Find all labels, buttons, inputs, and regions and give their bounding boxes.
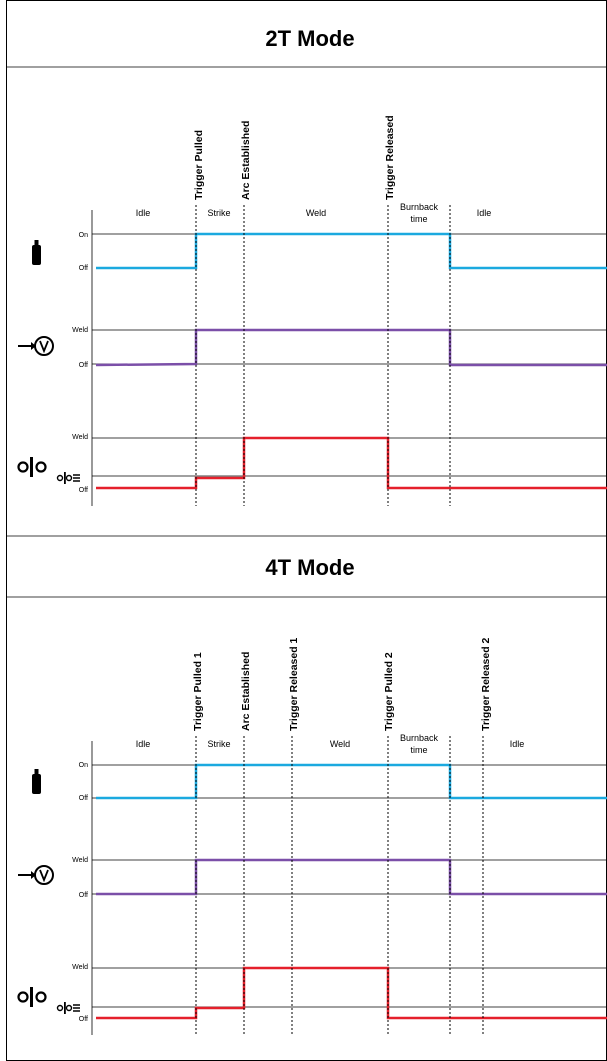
current-icon: [17, 987, 47, 1007]
event-label: Arc Established: [240, 652, 252, 731]
event-label: Arc Established: [240, 121, 252, 200]
level-label-weld: Weld: [72, 857, 88, 864]
level-label-weld: Weld: [72, 434, 88, 441]
event-label: Trigger Pulled 2: [383, 652, 395, 731]
current-signal: [96, 436, 607, 490]
diagram-2t-mode: 2T Mode Trigger Pulled Arc Established T…: [17, 26, 607, 506]
gas-signal: [96, 763, 607, 800]
level-label-weld: Weld: [72, 964, 88, 971]
event-label: Trigger Released: [384, 115, 396, 200]
state-label: Weld: [330, 739, 350, 749]
voltage-signal: [96, 858, 607, 896]
state-label: Idle: [477, 208, 492, 218]
level-label-off: Off: [79, 265, 88, 272]
state-label: Idle: [510, 739, 525, 749]
level-label-weld: Weld: [72, 327, 88, 334]
current-small-icon: [56, 472, 80, 484]
current-small-icon: [56, 1002, 80, 1014]
current-icon: [17, 457, 47, 477]
state-label: Burnback: [400, 202, 439, 212]
event-label: Trigger Released 2: [480, 637, 492, 731]
event-label: Trigger Pulled: [193, 130, 205, 200]
event-label: Trigger Pulled 1: [192, 652, 204, 731]
state-label: Strike: [207, 208, 230, 218]
state-label: Idle: [136, 739, 151, 749]
state-label: Weld: [306, 208, 326, 218]
level-label-off: Off: [79, 362, 88, 369]
gas-signal: [96, 232, 607, 270]
gas-cylinder-icon: [32, 240, 41, 265]
diagram-title: 4T Mode: [265, 555, 354, 580]
level-label-on: On: [79, 232, 88, 239]
level-label-off: Off: [79, 892, 88, 899]
level-label-off: Off: [79, 487, 88, 494]
gas-cylinder-icon: [32, 769, 41, 794]
voltage-icon: [18, 336, 54, 356]
current-signal: [96, 966, 607, 1020]
voltage-signal: [95, 328, 607, 367]
level-label-off: Off: [79, 1016, 88, 1023]
outer-frame: [6, 0, 607, 1061]
level-label-off: Off: [79, 795, 88, 802]
state-label: Idle: [136, 208, 151, 218]
level-label-on: On: [79, 762, 88, 769]
diagram-title: 2T Mode: [265, 26, 354, 51]
state-label: time: [410, 214, 427, 224]
voltage-icon: [18, 865, 54, 885]
diagram-4t-mode: 4T Mode Trigger Pulled 1 Arc Established…: [17, 555, 607, 1035]
event-label: Trigger Released 1: [288, 637, 300, 731]
state-label: Burnback: [400, 733, 439, 743]
state-label: time: [410, 745, 427, 755]
state-label: Strike: [207, 739, 230, 749]
